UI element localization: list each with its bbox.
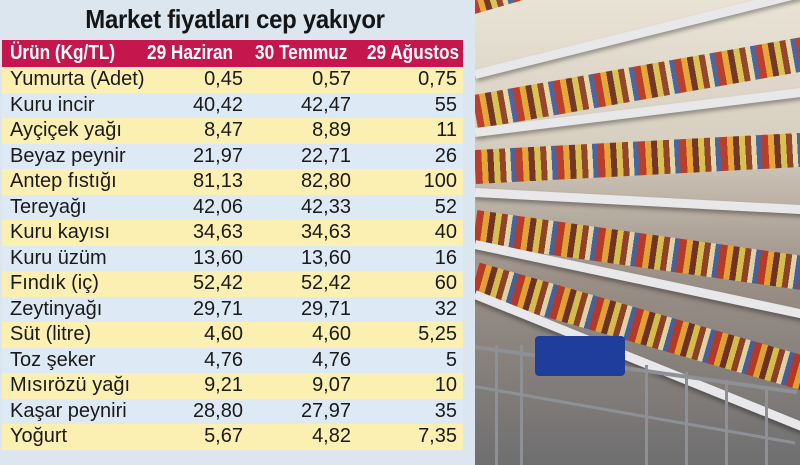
price-june: 5,67 xyxy=(204,425,243,447)
product-name: Tereyağı xyxy=(10,195,87,218)
product-name: Zeytinyağı xyxy=(10,297,103,320)
price-june: 0,45 xyxy=(204,68,243,90)
price-july: 52,42 xyxy=(300,272,351,294)
table-row: Toz şeker 4,76 4,76 5 xyxy=(2,347,463,373)
column-header-product: Ürün (Kg/TL) xyxy=(10,42,116,64)
table-row: Süt (litre) 4,60 4,60 5,25 xyxy=(2,322,463,348)
price-august: 52 xyxy=(434,195,457,218)
table-row: Kaşar peyniri 28,80 27,97 35 xyxy=(2,398,463,424)
column-header-june: 29 Haziran xyxy=(147,42,234,64)
price-august: 5,25 xyxy=(418,323,457,345)
price-july: 22,71 xyxy=(300,144,351,167)
column-header-july: 30 Temmuz xyxy=(255,42,348,64)
table-row: Tereyağı 42,06 42,33 52 xyxy=(2,194,463,220)
shelf-goods xyxy=(475,131,800,184)
price-july: 82,80 xyxy=(300,170,351,192)
price-july: 42,33 xyxy=(300,195,351,218)
table-row: Zeytinyağı 29,71 29,71 32 xyxy=(2,296,463,322)
page-title: Market fiyatları cep yakıyor xyxy=(85,4,385,34)
table-row: Yoğurt 5,67 4,82 7,35 xyxy=(2,424,463,450)
price-august: 26 xyxy=(434,144,457,167)
product-name: Kaşar peyniri xyxy=(10,399,127,422)
price-june: 34,63 xyxy=(192,221,243,243)
price-july: 13,60 xyxy=(300,246,351,269)
product-name: Kuru incir xyxy=(10,93,95,116)
price-july: 34,63 xyxy=(300,221,351,243)
cart-frame xyxy=(495,345,498,465)
price-june: 29,71 xyxy=(192,297,243,320)
product-name: Süt (litre) xyxy=(10,323,92,345)
price-june: 52,42 xyxy=(192,272,243,294)
table-row: Kuru kayısı 34,63 34,63 40 xyxy=(2,220,463,246)
product-name: Mısırözü yağı xyxy=(10,374,131,396)
price-august: 5 xyxy=(445,348,457,371)
price-august: 60 xyxy=(434,272,457,294)
table-row: Kuru üzüm 13,60 13,60 16 xyxy=(2,245,463,271)
cart-frame xyxy=(645,365,648,465)
table-row: Kuru incir 40,42 42,47 55 xyxy=(2,92,463,118)
table-row: Yumurta (Adet) 0,45 0,57 0,75 xyxy=(2,67,463,93)
price-june: 42,06 xyxy=(192,195,243,218)
price-july: 9,07 xyxy=(312,374,351,396)
price-june: 9,21 xyxy=(204,374,243,396)
price-july: 27,97 xyxy=(300,399,351,422)
price-august: 32 xyxy=(434,297,457,320)
price-august: 55 xyxy=(434,93,457,116)
price-august: 16 xyxy=(434,246,457,269)
column-header-august: 29 Ağustos xyxy=(366,42,459,64)
price-august: 100 xyxy=(423,170,457,192)
price-july: 4,82 xyxy=(312,425,351,447)
shelf xyxy=(475,188,800,216)
price-july: 29,71 xyxy=(300,297,351,320)
cart-handle xyxy=(535,336,625,376)
price-june: 21,97 xyxy=(192,144,243,167)
product-name: Yoğurt xyxy=(10,425,68,447)
price-june: 4,76 xyxy=(204,348,243,371)
price-july: 42,47 xyxy=(300,93,351,116)
price-june: 81,13 xyxy=(192,170,243,192)
table-body: Yumurta (Adet) 0,45 0,57 0,75 Kuru incir… xyxy=(2,67,463,450)
price-june: 8,47 xyxy=(204,119,243,141)
cart-frame xyxy=(765,388,768,465)
cart-frame xyxy=(520,345,523,465)
table-row: Antep fıstığı 81,13 82,80 100 xyxy=(2,169,463,195)
price-july: 8,89 xyxy=(312,119,351,141)
cart-frame xyxy=(475,385,796,445)
price-august: 0,75 xyxy=(418,68,457,90)
price-june: 13,60 xyxy=(192,246,243,269)
table-header: Ürün (Kg/TL) 29 Haziran 30 Temmuz 29 Ağu… xyxy=(2,40,463,67)
table-row: Beyaz peynir 21,97 22,71 26 xyxy=(2,143,463,169)
table-row: Ayçiçek yağı 8,47 8,89 11 xyxy=(2,118,463,144)
table-row: Mısırözü yağı 9,21 9,07 10 xyxy=(2,373,463,399)
price-july: 4,76 xyxy=(312,348,351,371)
price-august: 35 xyxy=(434,399,457,422)
product-name: Ayçiçek yağı xyxy=(10,119,122,141)
supermarket-photo xyxy=(475,0,800,465)
product-name: Beyaz peynir xyxy=(10,144,126,167)
product-name: Kuru üzüm xyxy=(10,246,107,269)
price-july: 0,57 xyxy=(312,68,351,90)
cart-frame xyxy=(725,380,728,465)
price-august: 10 xyxy=(434,374,457,396)
price-august: 7,35 xyxy=(418,425,457,447)
price-august: 11 xyxy=(436,119,457,141)
product-name: Antep fıstığı xyxy=(10,170,117,192)
product-name: Kuru kayısı xyxy=(10,221,111,243)
price-june: 28,80 xyxy=(192,399,243,422)
price-table-panel: Market fiyatları cep yakıyor Ürün (Kg/TL… xyxy=(2,4,463,450)
price-june: 40,42 xyxy=(192,93,243,116)
product-name: Toz şeker xyxy=(10,348,96,371)
product-name: Fındık (iç) xyxy=(10,272,99,294)
product-name: Yumurta (Adet) xyxy=(10,68,145,90)
price-july: 4,60 xyxy=(312,323,351,345)
price-june: 4,60 xyxy=(204,323,243,345)
price-august: 40 xyxy=(434,221,457,243)
cart-frame xyxy=(685,372,688,465)
table-row: Fındık (iç) 52,42 52,42 60 xyxy=(2,271,463,297)
